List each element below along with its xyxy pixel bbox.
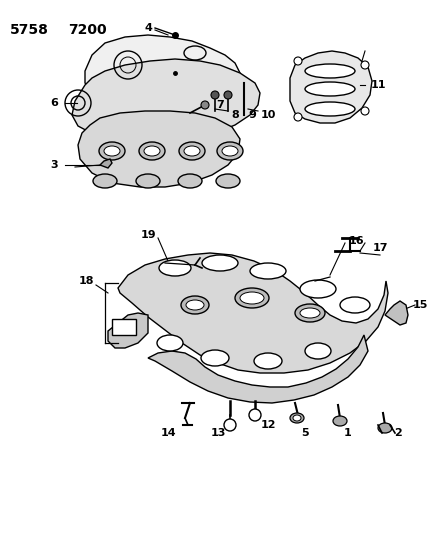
Text: 10: 10	[260, 110, 276, 120]
Ellipse shape	[159, 260, 191, 276]
Circle shape	[249, 409, 261, 421]
Ellipse shape	[305, 64, 355, 78]
Ellipse shape	[184, 146, 200, 156]
Text: 16: 16	[348, 236, 364, 246]
Ellipse shape	[222, 146, 238, 156]
Text: 6: 6	[50, 98, 58, 108]
Text: 13: 13	[210, 428, 226, 438]
Ellipse shape	[300, 308, 320, 318]
Ellipse shape	[181, 296, 209, 314]
Ellipse shape	[290, 413, 304, 423]
Text: 18: 18	[78, 276, 94, 286]
Text: 3: 3	[50, 160, 58, 170]
Ellipse shape	[93, 174, 117, 188]
Polygon shape	[118, 253, 388, 373]
Ellipse shape	[179, 142, 205, 160]
Polygon shape	[85, 35, 240, 103]
Text: 11: 11	[370, 80, 386, 90]
Ellipse shape	[144, 146, 160, 156]
Ellipse shape	[305, 82, 355, 96]
Ellipse shape	[217, 142, 243, 160]
Ellipse shape	[136, 174, 160, 188]
Polygon shape	[100, 159, 112, 168]
Text: 7200: 7200	[68, 23, 107, 37]
Ellipse shape	[340, 297, 370, 313]
Circle shape	[294, 57, 302, 65]
Polygon shape	[290, 51, 372, 123]
Polygon shape	[385, 301, 408, 325]
Circle shape	[211, 91, 219, 99]
Polygon shape	[72, 59, 260, 143]
Circle shape	[294, 113, 302, 121]
Text: 14: 14	[160, 428, 176, 438]
Text: 1: 1	[344, 428, 352, 438]
Ellipse shape	[300, 280, 336, 298]
Ellipse shape	[99, 142, 125, 160]
Text: 5758: 5758	[10, 23, 49, 37]
Text: 8: 8	[231, 110, 239, 120]
Text: 15: 15	[412, 300, 428, 310]
Ellipse shape	[305, 343, 331, 359]
Ellipse shape	[295, 304, 325, 322]
Ellipse shape	[178, 174, 202, 188]
Ellipse shape	[235, 288, 269, 308]
Ellipse shape	[293, 415, 301, 421]
Text: 5: 5	[301, 428, 309, 438]
Ellipse shape	[216, 174, 240, 188]
Text: 17: 17	[372, 243, 388, 253]
Circle shape	[361, 61, 369, 69]
Ellipse shape	[254, 353, 282, 369]
Polygon shape	[108, 313, 148, 348]
Ellipse shape	[378, 423, 392, 433]
Ellipse shape	[186, 300, 204, 310]
Text: 19: 19	[140, 230, 156, 240]
Circle shape	[224, 419, 236, 431]
Ellipse shape	[157, 335, 183, 351]
Polygon shape	[148, 335, 368, 403]
Circle shape	[224, 91, 232, 99]
Ellipse shape	[202, 255, 238, 271]
Ellipse shape	[305, 102, 355, 116]
Circle shape	[201, 101, 209, 109]
Ellipse shape	[240, 292, 264, 304]
FancyBboxPatch shape	[112, 319, 136, 335]
Ellipse shape	[139, 142, 165, 160]
Ellipse shape	[250, 263, 286, 279]
Text: 4: 4	[144, 23, 152, 33]
Ellipse shape	[201, 350, 229, 366]
Text: 9: 9	[248, 110, 256, 120]
Polygon shape	[78, 111, 240, 187]
Text: 7: 7	[216, 100, 224, 110]
Ellipse shape	[104, 146, 120, 156]
Text: 2: 2	[394, 428, 402, 438]
Ellipse shape	[333, 416, 347, 426]
Circle shape	[361, 107, 369, 115]
Text: 12: 12	[260, 420, 276, 430]
